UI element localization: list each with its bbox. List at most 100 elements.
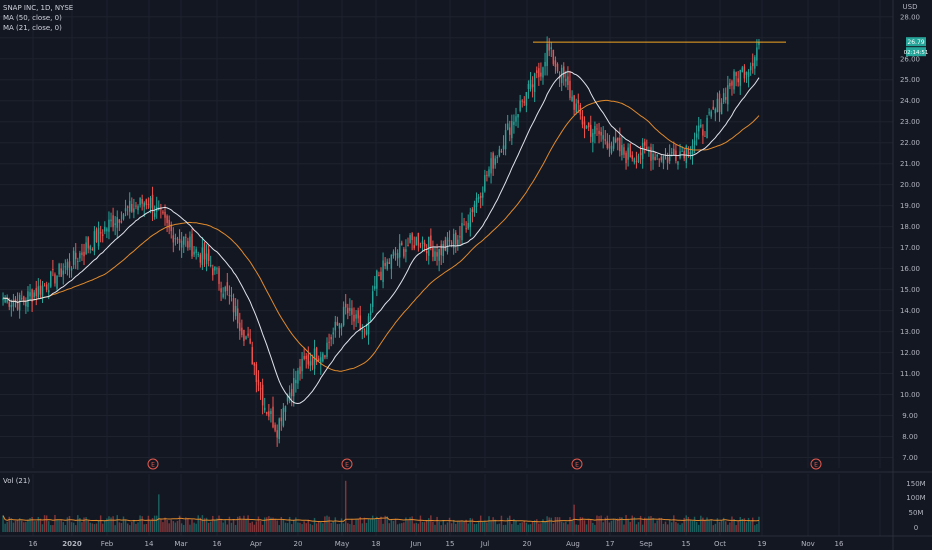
candle-body: [180, 240, 183, 248]
candle-body: [455, 232, 457, 245]
volume-bar: [567, 524, 569, 532]
volume-bar: [423, 522, 426, 532]
candle-body: [124, 208, 127, 212]
time-tick-label: 17: [606, 540, 615, 548]
volume-bar: [496, 524, 499, 532]
candle-body: [245, 336, 247, 340]
candle-body: [380, 271, 382, 281]
volume-bar: [698, 524, 700, 532]
price-tick-label: 7.00: [902, 454, 918, 462]
candle-body: [74, 252, 77, 260]
volume-bar: [612, 518, 615, 532]
volume-bar: [79, 517, 81, 532]
candle-body: [452, 233, 455, 248]
candle-body: [149, 197, 152, 208]
candle-body: [70, 267, 73, 271]
candle-body: [363, 328, 366, 330]
volume-bar: [461, 521, 463, 532]
earnings-marker-label: E: [151, 462, 155, 469]
candle-body: [293, 378, 295, 397]
volume-bar: [301, 524, 303, 532]
volume-bar: [4, 523, 6, 532]
candle-body: [340, 325, 343, 328]
candle-body: [239, 322, 241, 331]
candle-body: [502, 145, 505, 150]
candle-body: [494, 158, 496, 165]
candle-body: [475, 197, 478, 207]
candle-body: [592, 133, 594, 142]
candle-body: [147, 204, 150, 206]
candle-body: [274, 424, 276, 431]
volume-bar: [739, 517, 741, 532]
volume-bar: [236, 516, 239, 532]
volume-bar: [207, 522, 210, 532]
candle-body: [457, 239, 459, 247]
volume-bar: [347, 523, 349, 532]
volume-bar: [590, 519, 592, 532]
time-tick-label: 15: [682, 540, 691, 548]
volume-bar: [614, 519, 617, 532]
volume-bar: [299, 522, 301, 532]
time-tick-label: Nov: [801, 540, 815, 548]
candle-body: [355, 314, 357, 319]
price-tick-label: 26.00: [900, 55, 920, 63]
candle-body: [583, 121, 586, 130]
volume-bar: [457, 521, 459, 532]
volume-bar: [687, 516, 690, 532]
ma21-line: [2, 71, 760, 405]
candle-body: [727, 85, 729, 105]
volume-tick-label: 0: [914, 524, 918, 532]
candle-body: [610, 145, 613, 153]
candle-body: [538, 68, 540, 78]
candle-body: [33, 292, 35, 298]
volume-bar: [14, 520, 17, 532]
volume-bar: [243, 515, 245, 532]
candle-body: [390, 254, 393, 269]
candle-body: [440, 244, 442, 256]
volume-bar: [58, 520, 60, 532]
volume-bar: [284, 522, 287, 532]
candle-body: [2, 298, 4, 301]
earnings-marker-label: E: [575, 462, 579, 469]
volume-bar: [629, 521, 631, 532]
candle-body: [604, 139, 607, 141]
candle-body: [106, 228, 108, 232]
candle-body: [733, 71, 735, 90]
volume-bar: [731, 516, 733, 532]
volume-bar: [631, 515, 634, 532]
volume-bar: [43, 515, 46, 532]
volume-bar: [733, 519, 735, 532]
volume-bar: [344, 480, 347, 532]
candle-body: [81, 252, 83, 256]
candle-body: [374, 286, 376, 289]
volume-bar: [191, 519, 193, 532]
volume-bar: [565, 521, 567, 532]
volume-bar: [396, 524, 399, 532]
volume-bar: [754, 525, 756, 532]
volume-bar: [413, 523, 415, 532]
volume-bar: [135, 523, 137, 532]
candle-body: [286, 395, 289, 402]
price-tick-label: 12.00: [900, 349, 920, 357]
candle-body: [671, 152, 673, 154]
volume-bar: [91, 523, 94, 532]
volume-bar: [579, 517, 582, 532]
volume-bar: [311, 525, 314, 532]
volume-bar: [276, 520, 278, 532]
volume-bar: [286, 523, 289, 532]
volume-bar: [656, 520, 658, 532]
volume-bar: [176, 520, 179, 532]
volume-bar: [293, 520, 295, 532]
volume-bar: [137, 522, 139, 532]
candle-body: [513, 121, 515, 125]
volume-bar: [369, 519, 372, 532]
volume-bar: [317, 521, 320, 532]
volume-bar: [110, 517, 112, 532]
volume-bar: [502, 524, 505, 532]
candle-body: [473, 204, 476, 213]
candle-body: [666, 157, 669, 163]
volume-bar: [280, 516, 283, 532]
time-tick-label: 2020: [62, 540, 82, 548]
volume-bar: [390, 519, 393, 532]
